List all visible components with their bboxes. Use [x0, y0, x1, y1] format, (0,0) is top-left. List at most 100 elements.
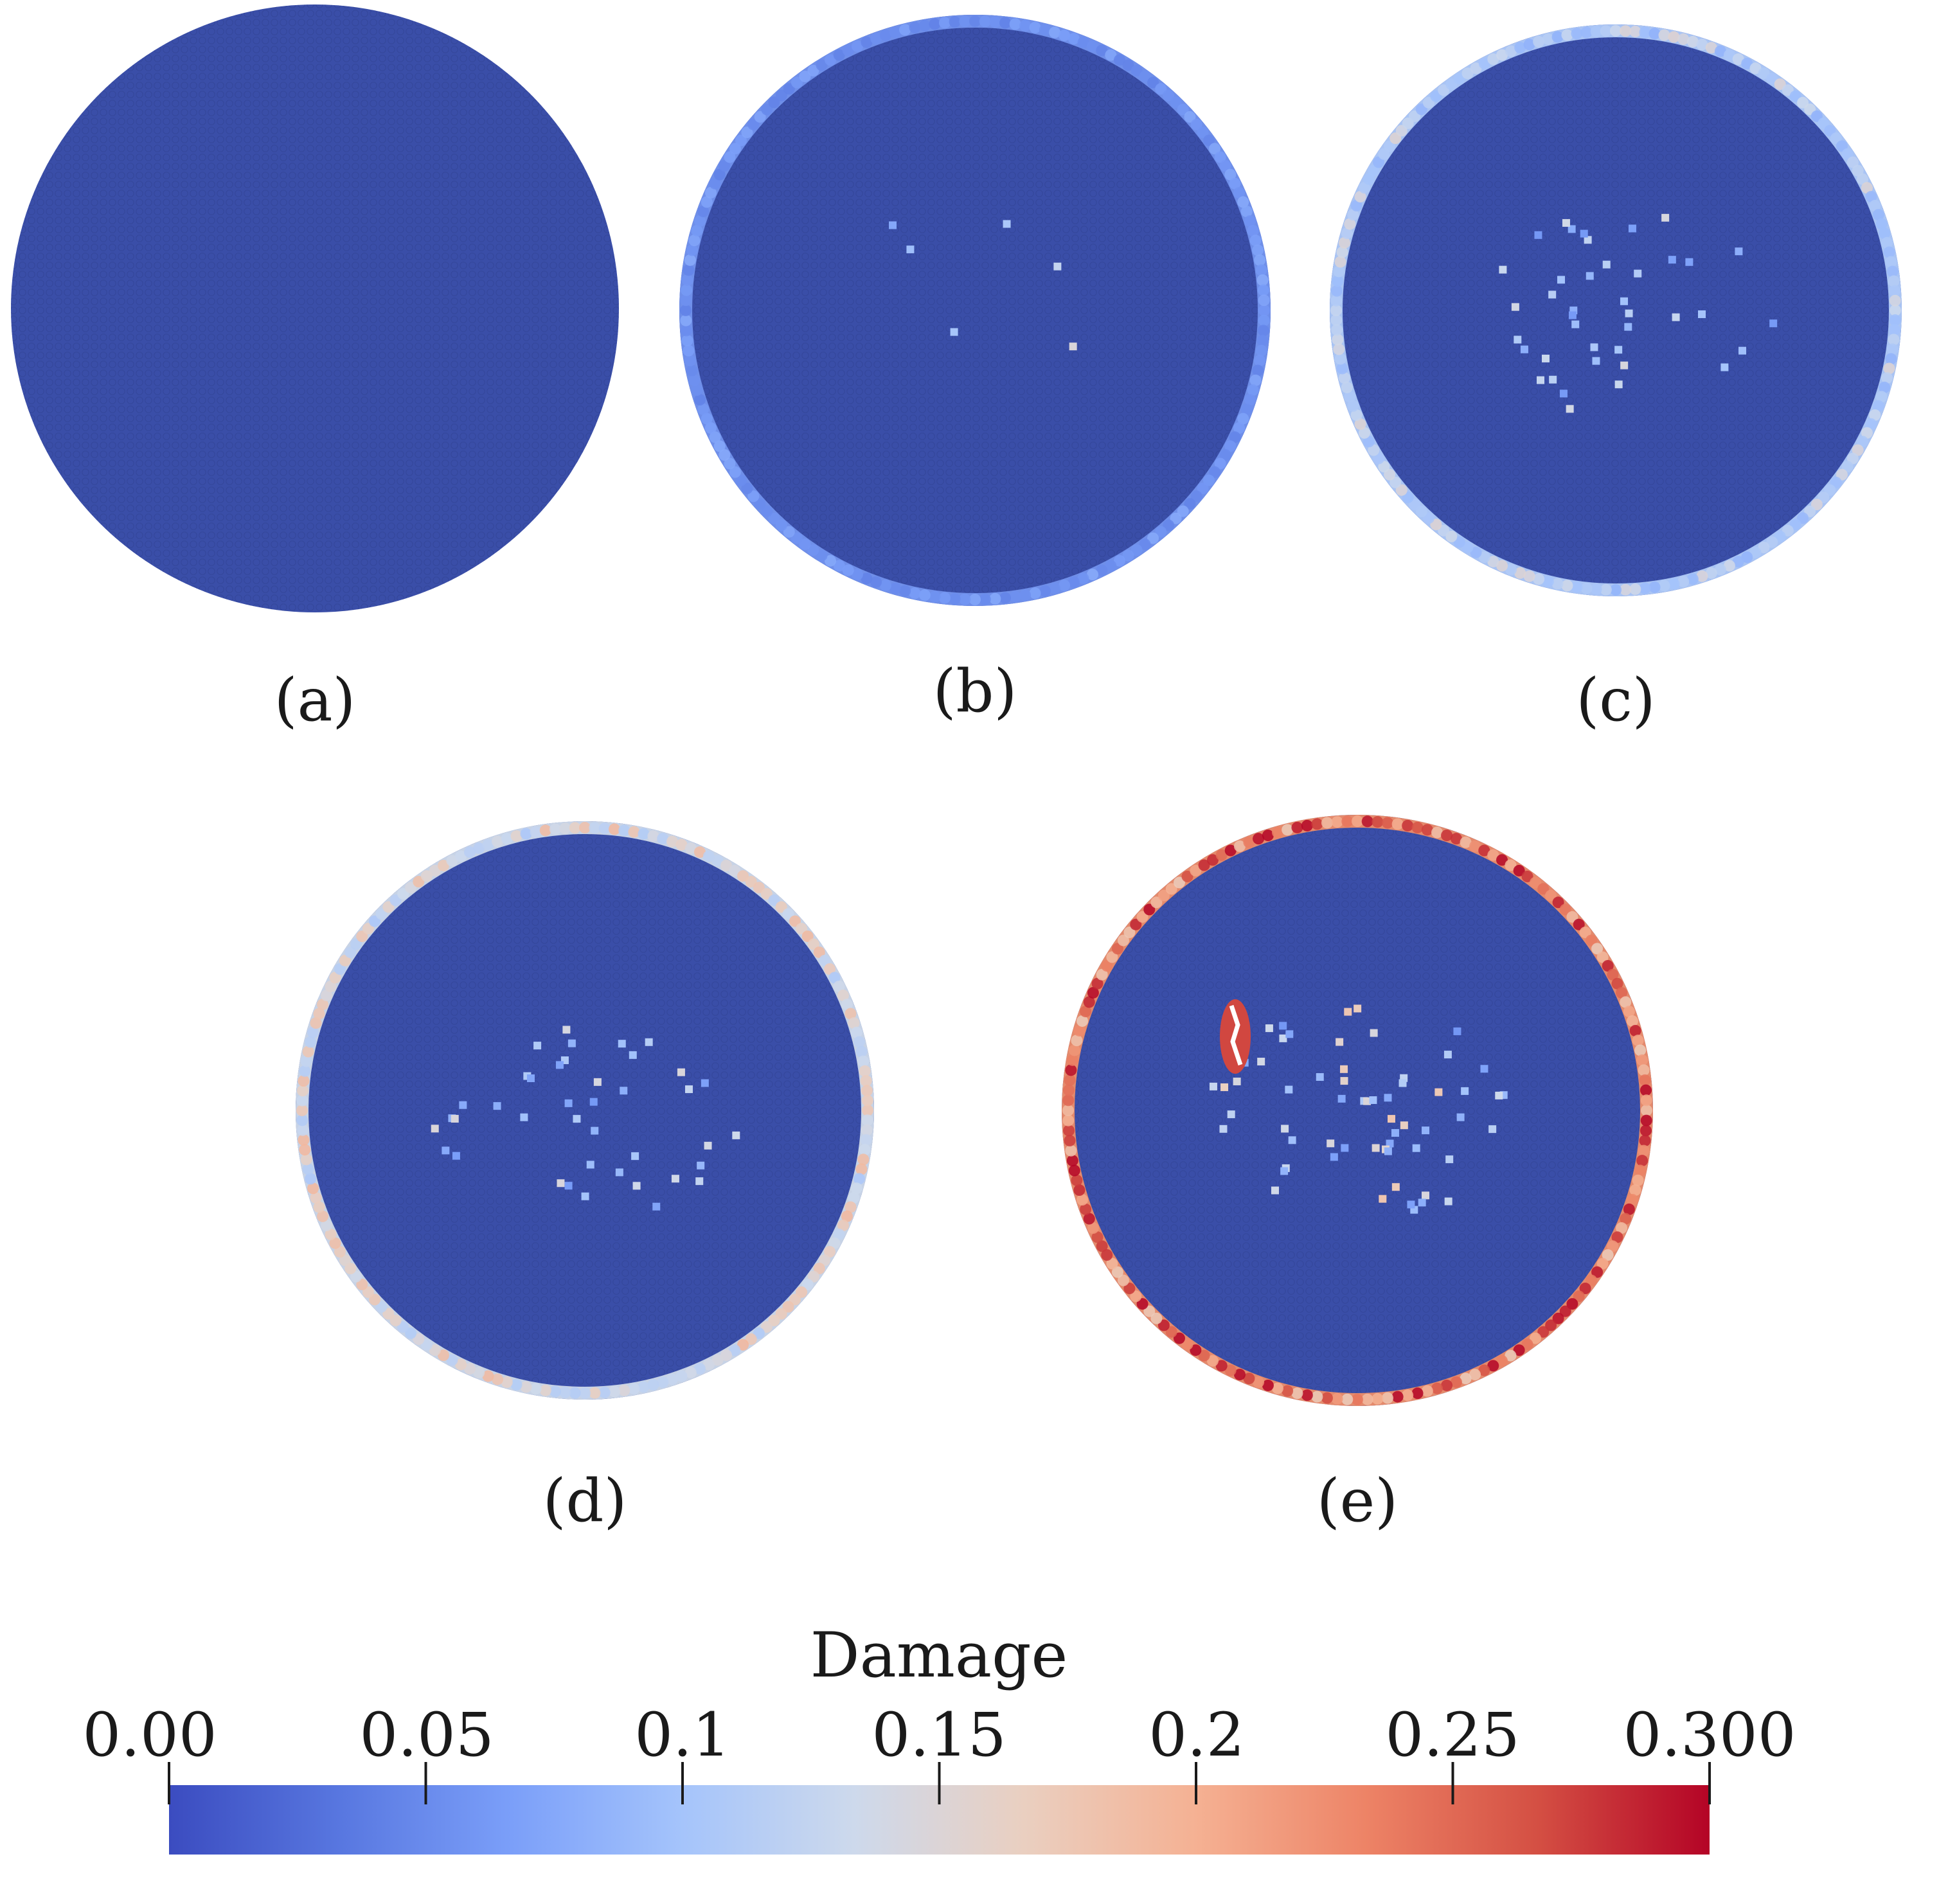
rim-particle — [949, 16, 961, 28]
rim-particle — [833, 49, 845, 61]
rim-particle — [1214, 458, 1226, 470]
rim-particle — [862, 1105, 873, 1116]
rim-particle — [1620, 25, 1632, 37]
rim-particle — [1723, 49, 1735, 61]
rim-particle — [833, 1228, 845, 1240]
damaged-particle — [1444, 1197, 1452, 1206]
rim-particle — [807, 64, 819, 76]
rim-particle — [1431, 826, 1443, 839]
rim-particle — [1610, 25, 1622, 37]
rim-particle — [1758, 67, 1770, 80]
rim-particle — [1336, 362, 1348, 375]
rim-particle — [1253, 1376, 1265, 1388]
rim-particle — [1096, 1240, 1108, 1252]
rim-particle — [1636, 1054, 1649, 1066]
rim-particle — [691, 224, 703, 236]
damaged-particle — [1499, 265, 1507, 274]
damaged-particle — [695, 1177, 704, 1186]
rim-particle — [909, 21, 921, 33]
colorbar-tick-label: 0.1 — [634, 1700, 731, 1770]
damaged-particle — [1434, 1088, 1443, 1096]
rim-particle — [1136, 1298, 1148, 1310]
rim-particle — [842, 564, 854, 576]
rim-particle — [768, 1314, 780, 1326]
damaged-particle — [1363, 1097, 1372, 1105]
rim-particle — [1461, 541, 1474, 553]
rim-particle — [735, 134, 747, 147]
rim-particle — [334, 1246, 346, 1258]
rim-particle — [530, 1383, 542, 1395]
damaged-particle — [1219, 1125, 1228, 1133]
rim-particle — [1214, 151, 1226, 163]
rim-particle — [1087, 986, 1099, 999]
rim-particle — [1073, 1024, 1086, 1037]
rim-particle — [1150, 896, 1163, 909]
rim-particle — [1064, 1135, 1076, 1147]
rim-particle — [1198, 859, 1210, 871]
damaged-particle — [1571, 320, 1580, 328]
damaged-particle — [1422, 1191, 1430, 1200]
rim-particle — [1237, 413, 1249, 425]
rim-particle — [1460, 1373, 1472, 1385]
damaged-particle — [906, 245, 915, 254]
rim-particle — [1111, 943, 1123, 955]
rim-particle — [1368, 165, 1380, 177]
damaged-particle — [1620, 361, 1629, 369]
rim-particle — [704, 186, 717, 199]
rim-particle — [861, 573, 873, 585]
rim-particle — [307, 1182, 319, 1195]
rim-particle — [713, 440, 726, 452]
colorbar-tick-label: 0.2 — [1148, 1700, 1245, 1770]
rim-particle — [1333, 265, 1345, 278]
rim-particle — [1123, 1283, 1136, 1295]
rim-particle — [1258, 305, 1270, 316]
rim-particle — [1262, 1379, 1274, 1391]
rim-particle — [1607, 1240, 1619, 1252]
damaged-particle — [1661, 213, 1670, 222]
damaged-particle — [1698, 310, 1706, 319]
rim-particle — [1049, 582, 1061, 594]
rim-particle — [501, 1376, 513, 1388]
damaged-particle — [1285, 1085, 1293, 1094]
rim-particle — [1658, 29, 1670, 41]
rim-particle — [618, 824, 630, 837]
rim-particle — [1240, 403, 1253, 415]
rim-particle — [438, 859, 449, 871]
rim-particle — [420, 1339, 433, 1351]
rim-particle — [1875, 218, 1888, 230]
damaged-particle — [677, 1068, 685, 1076]
rim-particle — [1888, 275, 1900, 287]
rim-particle — [339, 954, 351, 966]
rim-particle — [1888, 324, 1900, 336]
rim-particle — [1224, 844, 1237, 857]
damaged-particle — [1456, 1113, 1465, 1121]
rim-particle — [1373, 156, 1385, 168]
rim-particle — [719, 449, 731, 461]
rim-particle — [1352, 815, 1363, 827]
rim-particle — [1668, 31, 1680, 43]
rim-particle — [1209, 466, 1221, 478]
rim-particle — [1181, 870, 1193, 882]
rim-particle — [859, 1144, 871, 1156]
rim-particle — [405, 1327, 417, 1339]
panel-label-a: (a) — [274, 666, 356, 734]
rim-particle — [1865, 191, 1877, 203]
rim-particle — [989, 16, 1001, 28]
rim-particle — [1077, 573, 1089, 585]
rim-particle — [1487, 849, 1499, 861]
rim-particle — [1219, 449, 1231, 461]
rim-particle — [853, 1173, 865, 1185]
damaged-particle — [1271, 1186, 1279, 1195]
rim-particle — [1157, 889, 1170, 902]
rim-particle — [860, 1075, 872, 1087]
rim-particle — [1101, 960, 1113, 972]
damaged-particle — [1279, 1034, 1287, 1042]
rim-particle — [1271, 826, 1283, 839]
rim-particle — [938, 592, 951, 604]
rim-particle — [618, 1384, 630, 1396]
rim-particle — [1130, 544, 1143, 556]
rim-particle — [550, 823, 562, 835]
damaged-particle — [1514, 335, 1522, 344]
rim-particle — [684, 842, 697, 855]
rim-particle — [1198, 1349, 1210, 1362]
